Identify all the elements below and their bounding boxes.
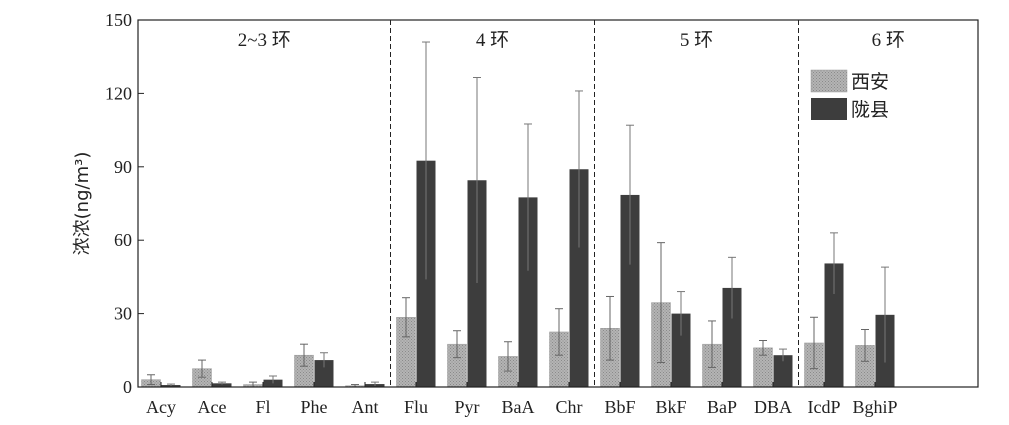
bar-longxian-dba <box>773 355 793 387</box>
bar-longxian-bbf <box>620 194 640 387</box>
x-tick-label-bbf: BbF <box>604 397 635 417</box>
x-tick-label-acy: Acy <box>146 397 176 417</box>
x-tick-label-icdp: IcdP <box>808 397 841 417</box>
group-label-3: 6 环 <box>872 30 905 51</box>
y-tick-label-90: 90 <box>114 157 132 177</box>
x-tick-label-dba: DBA <box>754 397 792 417</box>
plot-frame <box>137 19 979 388</box>
bar-longxian-pyr <box>467 180 487 387</box>
x-tick-label-phe: Phe <box>301 397 328 417</box>
bar-longxian-fl <box>263 379 283 387</box>
x-tick-label-chr: Chr <box>556 397 583 417</box>
y-tick-label-60: 60 <box>114 230 132 250</box>
y-tick-label-0: 0 <box>123 377 132 397</box>
x-tick-label-ace: Ace <box>198 397 227 417</box>
x-tick-label-flu: Flu <box>404 397 428 417</box>
y-axis-label: 浓浓(ng/m³) <box>72 152 93 256</box>
bar-longxian-phe <box>314 360 334 387</box>
bar-longxian-chr <box>569 169 589 387</box>
bar-longxian-bkf <box>671 313 691 387</box>
legend-swatch-xian <box>810 69 848 93</box>
bar-longxian-bap <box>722 287 742 387</box>
bar-longxian-ace <box>212 383 232 387</box>
legend-swatch-longxian <box>811 98 847 120</box>
group-label-1: 4 环 <box>476 30 509 51</box>
group-label-2: 5 环 <box>680 30 713 51</box>
bars-layer <box>141 41 895 388</box>
y-tick-label-120: 120 <box>105 83 132 103</box>
x-tick-label-pyr: Pyr <box>454 397 479 417</box>
x-tick-label-bkf: BkF <box>655 397 686 417</box>
x-tick-label-ant: Ant <box>352 397 379 417</box>
axes-layer <box>137 19 979 388</box>
group-label-0: 2~3 环 <box>238 30 291 51</box>
bar-longxian-baa <box>518 197 538 387</box>
y-tick-label-150: 150 <box>105 10 132 30</box>
x-tick-label-bap: BaP <box>707 397 737 417</box>
y-tick-label-30: 30 <box>114 304 132 324</box>
x-tick-label-fl: Fl <box>255 397 270 417</box>
bar-longxian-icdp <box>824 263 844 387</box>
x-tick-label-bghip: BghiP <box>852 397 897 417</box>
text-layer: 0 30 60 90 120 150 Acy Ace Fl Phe Ant Flu Pyr BaA Chr B… <box>72 10 905 417</box>
legend-label-xian: 西安 <box>851 71 889 93</box>
legend-label-longxian: 陇县 <box>851 99 889 121</box>
x-tick-label-baa: BaA <box>502 397 535 417</box>
